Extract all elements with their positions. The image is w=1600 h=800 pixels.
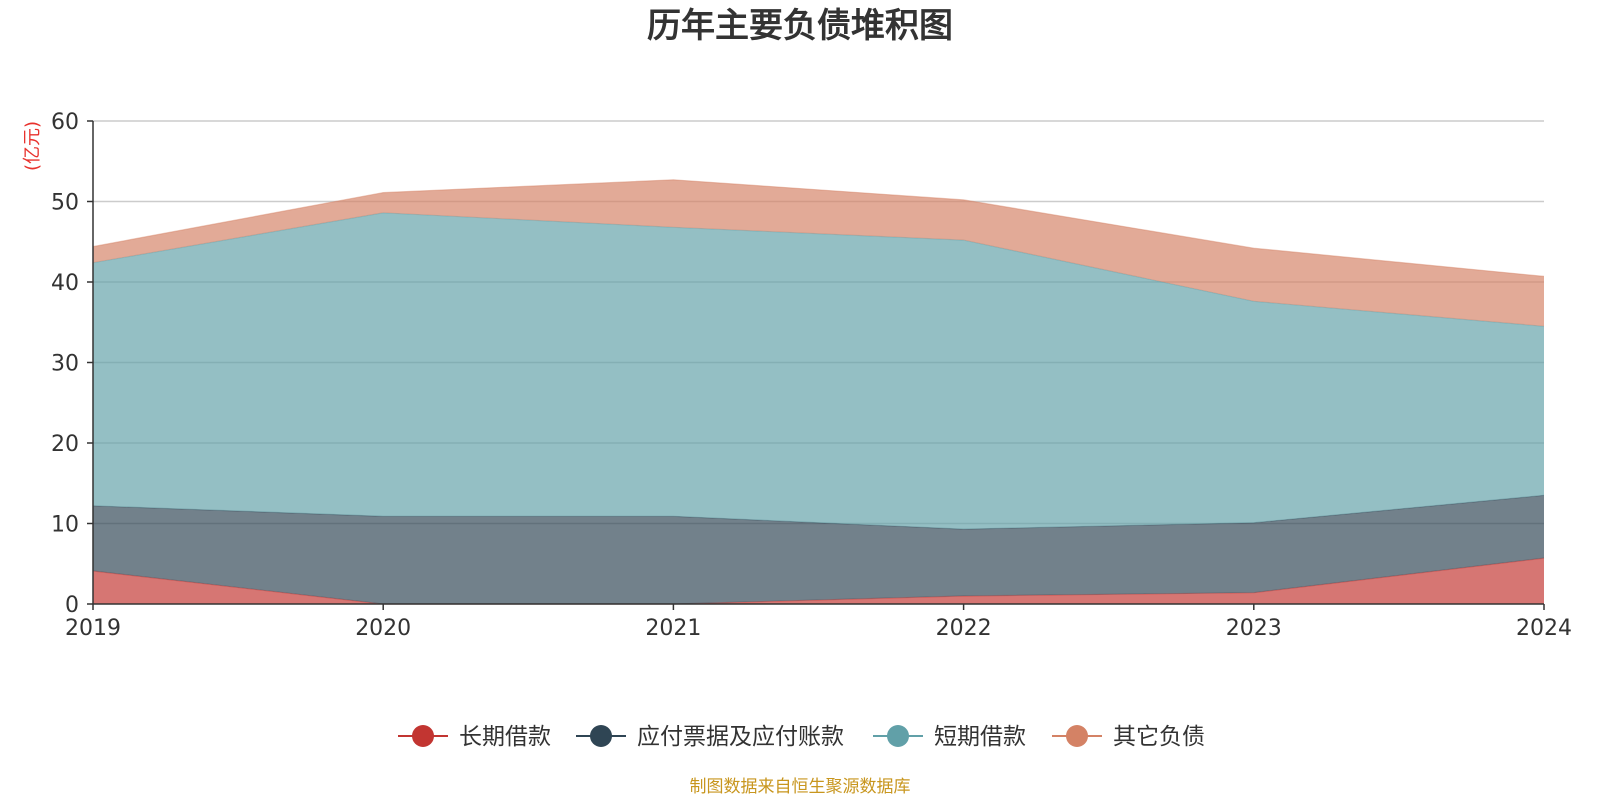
x-tick-label: 2022 [936, 616, 992, 641]
legend-item-1[interactable]: 应付票据及应付账款 [576, 724, 844, 750]
y-axis-unit: (亿元) [22, 121, 43, 171]
legend-label: 长期借款 [459, 724, 551, 750]
legend-item-2[interactable]: 短期借款 [873, 724, 1026, 750]
x-tick-label: 2024 [1516, 616, 1572, 641]
legend-marker [887, 725, 909, 747]
y-tick-label: 30 [51, 352, 79, 377]
source-note: 制图数据来自恒生聚源数据库 [690, 777, 911, 797]
x-tick-label: 2019 [65, 616, 121, 641]
area-edge-3 [92, 179, 1545, 277]
area-series-2 [93, 212, 1544, 530]
legend[interactable]: 长期借款 应付票据及应付账款 短期借款 其它负债 [398, 724, 1205, 750]
y-tick-label: 40 [51, 271, 79, 296]
legend-marker [1066, 725, 1088, 747]
area-series-1 [93, 495, 1544, 604]
chart-title: 历年主要负债堆积图 [647, 6, 953, 46]
y-tick-label: 60 [51, 110, 79, 135]
x-tick-label: 2020 [355, 616, 411, 641]
area-series-0 [93, 558, 1544, 604]
legend-label: 短期借款 [934, 724, 1026, 750]
y-tick-label: 0 [65, 593, 79, 618]
legend-label: 应付票据及应付账款 [637, 724, 844, 750]
x-tick-label: 2023 [1226, 616, 1282, 641]
y-tick-label: 10 [51, 513, 79, 538]
legend-marker [590, 725, 612, 747]
stacked-areas [92, 179, 1545, 605]
axes: 0 10 20 30 40 50 60 2019 2020 2021 2022 2023 2024 [51, 110, 1572, 641]
legend-marker [412, 725, 434, 747]
legend-label: 其它负债 [1113, 724, 1205, 750]
legend-item-3[interactable]: 其它负债 [1052, 724, 1205, 750]
x-tick-label: 2021 [645, 616, 701, 641]
legend-item-0[interactable]: 长期借款 [398, 724, 551, 750]
y-tick-label: 20 [51, 432, 79, 457]
area-series-3 [93, 179, 1544, 327]
y-tick-label: 50 [51, 191, 79, 216]
